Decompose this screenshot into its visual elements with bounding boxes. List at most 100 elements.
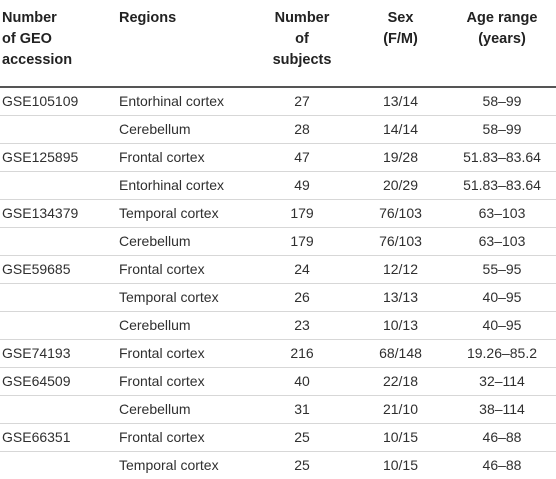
cell-region: Frontal cortex: [113, 423, 251, 452]
cell-region: Frontal cortex: [113, 367, 251, 396]
cell-accession: GSE134379: [0, 199, 113, 228]
cell-accession: [0, 115, 113, 144]
cell-sex: 76/103: [353, 199, 448, 228]
table-row: GSE134379 Temporal cortex 179 76/103 63–…: [0, 199, 556, 228]
header-regions-label: Regions: [119, 10, 177, 26]
cell-subjects: 26: [251, 283, 353, 312]
cell-region: Entorhinal cortex: [113, 171, 251, 200]
cell-subjects: 25: [251, 423, 353, 452]
header-sex-line: Sex: [387, 10, 414, 26]
cell-region: Frontal cortex: [113, 339, 251, 368]
cell-accession: [0, 171, 113, 200]
cell-subjects: 24: [251, 255, 353, 284]
table-row: GSE74193 Frontal cortex 216 68/148 19.26…: [0, 339, 556, 368]
cell-accession: [0, 311, 113, 340]
table-body: GSE105109 Entorhinal cortex 27 13/14 58–…: [0, 87, 556, 479]
cell-region: Cerebellum: [113, 311, 251, 340]
table-row: Cerebellum 31 21/10 38–114: [0, 395, 556, 424]
cell-sex: 10/15: [353, 423, 448, 452]
cell-accession: [0, 283, 113, 312]
cell-region: Frontal cortex: [113, 143, 251, 172]
cell-age: 46–88: [482, 457, 522, 474]
table-row: Temporal cortex 25 10/15 46–88: [0, 451, 556, 479]
table-row: Cerebellum 179 76/103 63–103: [0, 227, 556, 256]
table-row: Temporal cortex 26 13/13 40–95: [0, 283, 556, 312]
header-accession-line: of GEO: [2, 31, 52, 47]
cell-accession: GSE64509: [0, 367, 113, 396]
cell-sex: 10/15: [382, 457, 419, 474]
cell-accession: GSE105109: [0, 87, 113, 116]
header-row: Number of GEO accession Regions Number o…: [0, 0, 556, 88]
header-accession: Number of GEO accession: [0, 0, 113, 88]
cell-sex: 76/103: [353, 227, 448, 256]
cell-subjects: 31: [251, 395, 353, 424]
cell-accession: [0, 451, 113, 479]
cell-region: Entorhinal cortex: [113, 87, 251, 116]
cell-region: Temporal cortex: [113, 199, 251, 228]
cell-age: 55–95: [448, 255, 556, 284]
header-accession-line: Number: [2, 10, 57, 26]
cell-sex: 19/28: [353, 143, 448, 172]
cell-age: 19.26–85.2: [448, 339, 556, 368]
cell-region: Frontal cortex: [113, 255, 251, 284]
header-regions: Regions: [113, 0, 251, 88]
cell-age: 63–103: [448, 227, 556, 256]
table-header: Number of GEO accession Regions Number o…: [0, 0, 556, 88]
header-age: Age range (years): [448, 0, 556, 88]
table-row: GSE125895 Frontal cortex 47 19/28 51.83–…: [0, 143, 556, 172]
header-accession-line: accession: [2, 52, 73, 68]
header-sex-line: (F/M): [383, 31, 418, 47]
cell-sex: 22/18: [353, 367, 448, 396]
cell-subjects: 179: [251, 227, 353, 256]
cell-sex: 21/10: [353, 395, 448, 424]
header-age-line: Age range: [466, 10, 538, 26]
cell-subjects: 25: [294, 457, 310, 474]
cell-region: Cerebellum: [113, 395, 251, 424]
cell-region: Cerebellum: [113, 227, 251, 256]
cell-region: Temporal cortex: [113, 283, 251, 312]
cell-subjects: 27: [251, 87, 353, 116]
cell-subjects: 216: [251, 339, 353, 368]
header-subjects-line: Number: [274, 10, 330, 26]
cell-age: 63–103: [448, 199, 556, 228]
cell-accession: [0, 395, 113, 424]
cell-age: 58–99: [448, 115, 556, 144]
table-row: Cerebellum 28 14/14 58–99: [0, 115, 556, 144]
cell-age: 51.83–83.64: [448, 171, 556, 200]
table-row: Entorhinal cortex 49 20/29 51.83–83.64: [0, 171, 556, 200]
cell-age: 58–99: [448, 87, 556, 116]
cell-sex: 13/13: [353, 283, 448, 312]
header-subjects-line: subjects: [272, 52, 332, 68]
cell-region: Cerebellum: [113, 115, 251, 144]
table-row: GSE105109 Entorhinal cortex 27 13/14 58–…: [0, 87, 556, 116]
cell-subjects: 49: [251, 171, 353, 200]
header-subjects: Number of subjects: [251, 0, 353, 88]
cell-subjects: 23: [251, 311, 353, 340]
header-subjects-line: of: [295, 31, 309, 47]
cell-accession: GSE74193: [0, 339, 113, 368]
cell-sex: 20/29: [353, 171, 448, 200]
header-age-line: (years): [478, 31, 526, 47]
table-row: Cerebellum 23 10/13 40–95: [0, 311, 556, 340]
cell-sex: 14/14: [353, 115, 448, 144]
cell-accession: GSE125895: [0, 143, 113, 172]
cell-sex: 13/14: [353, 87, 448, 116]
cell-accession: GSE66351: [0, 423, 113, 452]
cell-accession: GSE59685: [0, 255, 113, 284]
cell-age: 38–114: [448, 395, 556, 424]
cell-subjects: 47: [251, 143, 353, 172]
cell-age: 51.83–83.64: [448, 143, 556, 172]
cell-age: 32–114: [448, 367, 556, 396]
cell-age: 40–95: [448, 283, 556, 312]
cell-accession: [0, 227, 113, 256]
cell-region: Temporal cortex: [119, 457, 219, 474]
header-sex: Sex (F/M): [353, 0, 448, 88]
cell-age: 40–95: [448, 311, 556, 340]
cell-sex: 12/12: [353, 255, 448, 284]
cell-age: 46–88: [448, 423, 556, 452]
cell-subjects: 40: [251, 367, 353, 396]
table-row: GSE59685 Frontal cortex 24 12/12 55–95: [0, 255, 556, 284]
table-row: GSE64509 Frontal cortex 40 22/18 32–114: [0, 367, 556, 396]
